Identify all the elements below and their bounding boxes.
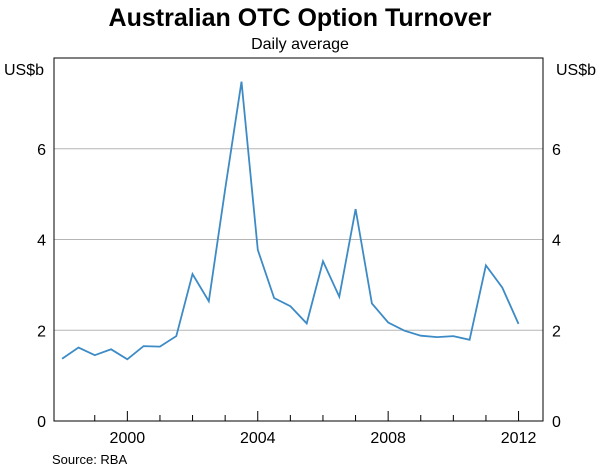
x-tick-label: 2000	[110, 430, 146, 447]
x-tick-label: 2008	[370, 430, 406, 447]
y-tick-label-left: 4	[37, 233, 46, 250]
y-tick-label-right: 0	[552, 414, 561, 431]
data-series	[61, 81, 520, 361]
y-axis-unit-right: US$b	[556, 62, 596, 79]
tick-labels: 0 0 2 2 4 4 6 6 2000 2004 2008 2012	[37, 142, 561, 447]
y-tick-label-left: 0	[37, 414, 46, 431]
y-tick-label-right: 4	[552, 233, 561, 250]
y-tick-label-left: 6	[37, 142, 46, 159]
plot-frame	[53, 57, 544, 422]
chart-subtitle: Daily average	[251, 36, 349, 53]
x-tick-label: 2012	[501, 430, 537, 447]
chart-title: Australian OTC Option Turnover	[108, 4, 492, 32]
source-note: Source: RBA	[52, 452, 128, 467]
y-axis-unit-left: US$b	[4, 62, 44, 79]
gridlines	[54, 148, 543, 331]
y-tick-label-right: 6	[552, 142, 561, 159]
x-tick-label: 2004	[240, 430, 276, 447]
y-tick-label-left: 2	[37, 323, 46, 340]
axis-ticks	[94, 411, 520, 421]
series-line	[61, 81, 520, 361]
y-tick-label-right: 2	[552, 323, 561, 340]
